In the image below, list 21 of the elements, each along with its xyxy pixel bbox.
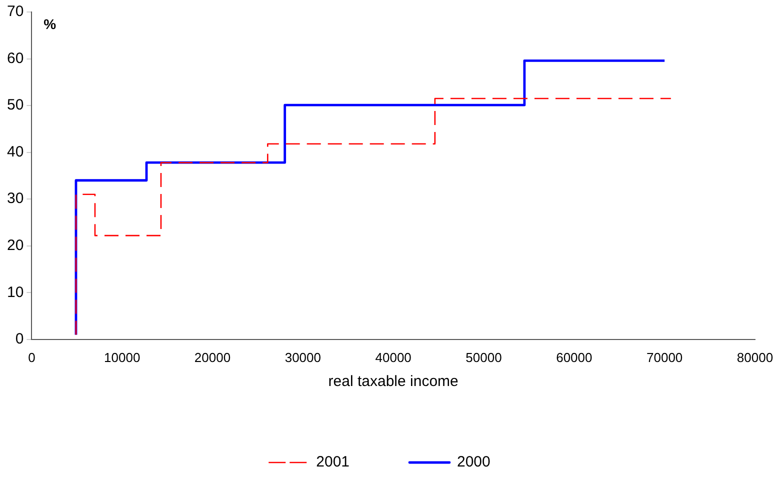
y-tick-label: 0	[15, 330, 24, 348]
x-tick-label: 0	[28, 350, 36, 365]
y-tick-label: 30	[6, 190, 24, 208]
x-tick-label: 10000	[104, 350, 140, 365]
y-tick-label: 10	[6, 284, 24, 301]
x-tick-label: 30000	[284, 350, 322, 365]
x-tick-label: 80000	[736, 350, 774, 365]
x-tick-label: 60000	[556, 350, 592, 365]
y-tick-label: 40	[6, 143, 24, 160]
x-tick-label: 50000	[466, 350, 502, 365]
y-axis-title: %	[44, 16, 57, 32]
y-tick-label: 20	[6, 237, 24, 254]
legend-label: 2001	[316, 454, 350, 471]
y-tick-label: 70	[6, 3, 24, 20]
y-tick-label: 60	[6, 50, 24, 67]
y-tick-label: 50	[6, 96, 24, 114]
x-axis-title: real taxable income	[328, 373, 458, 390]
x-tick-label: 40000	[375, 350, 412, 365]
x-tick-label: 70000	[646, 350, 683, 365]
x-tick-label: 20000	[194, 350, 231, 365]
legend-label: 2000	[457, 454, 490, 471]
